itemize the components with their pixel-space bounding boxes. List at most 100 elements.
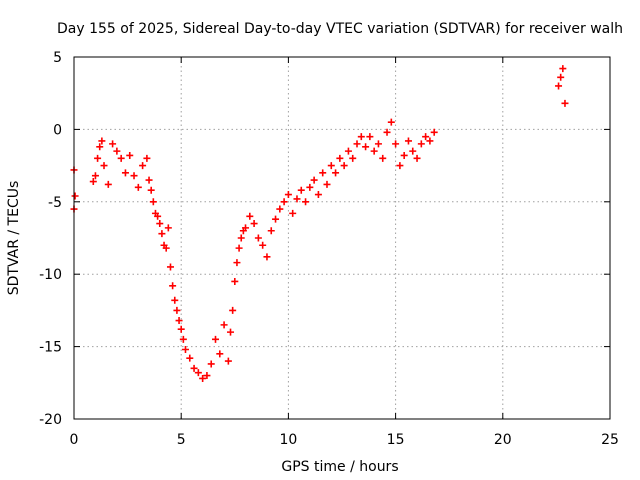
data-point xyxy=(426,137,434,145)
data-point xyxy=(379,154,387,162)
data-point xyxy=(156,220,164,228)
data-point xyxy=(199,374,207,382)
data-point xyxy=(555,82,563,90)
data-point xyxy=(392,140,400,148)
data-point xyxy=(91,172,99,180)
data-point xyxy=(212,335,220,343)
y-tick-label: -5 xyxy=(48,195,62,211)
data-point xyxy=(246,212,254,220)
data-point xyxy=(149,198,157,206)
data-point xyxy=(353,140,361,148)
data-point xyxy=(340,162,348,170)
data-point xyxy=(310,176,318,184)
data-point xyxy=(203,372,211,380)
data-point xyxy=(169,282,177,290)
data-point xyxy=(370,147,378,155)
data-point xyxy=(267,227,275,235)
data-point xyxy=(235,244,243,252)
y-axis-label: SDTVAR / TECUs xyxy=(6,181,22,296)
data-point xyxy=(207,360,215,368)
data-point xyxy=(430,128,438,136)
data-point xyxy=(396,162,404,170)
data-point xyxy=(417,140,425,148)
data-point xyxy=(400,151,408,159)
data-point xyxy=(409,147,417,155)
data-point xyxy=(366,133,374,141)
data-point xyxy=(259,241,267,249)
axis-ticks: 0 5 10 15 20 25 5 0 -5 -10 -15 -20 xyxy=(39,50,619,448)
data-point xyxy=(94,154,102,162)
data-point xyxy=(162,244,170,252)
data-point xyxy=(177,325,185,333)
data-point xyxy=(147,186,155,194)
data-points xyxy=(70,65,569,382)
data-point xyxy=(173,306,181,314)
data-point xyxy=(179,335,187,343)
data-point xyxy=(263,253,271,261)
x-tick-label: 5 xyxy=(177,432,186,448)
data-point xyxy=(229,306,237,314)
data-point xyxy=(100,162,108,170)
grid xyxy=(74,57,610,419)
data-point xyxy=(166,263,174,271)
data-point xyxy=(314,191,322,199)
data-point xyxy=(280,198,288,206)
data-point xyxy=(145,176,153,184)
data-point xyxy=(109,140,117,148)
data-point xyxy=(216,350,224,358)
data-point xyxy=(323,180,331,188)
data-point xyxy=(250,220,258,228)
data-point xyxy=(194,369,202,377)
data-point xyxy=(284,191,292,199)
data-point xyxy=(306,183,314,191)
data-point xyxy=(276,205,284,213)
data-point xyxy=(158,230,166,238)
data-point xyxy=(289,209,297,217)
data-point xyxy=(89,178,97,186)
data-point xyxy=(357,133,365,141)
data-point xyxy=(117,154,125,162)
x-tick-label: 20 xyxy=(494,432,512,448)
data-point xyxy=(181,345,189,353)
data-point xyxy=(332,169,340,177)
x-tick-label: 15 xyxy=(387,432,405,448)
data-point xyxy=(104,180,112,188)
data-point xyxy=(175,317,183,325)
data-point xyxy=(237,234,245,242)
data-point xyxy=(130,172,138,180)
data-point xyxy=(302,198,310,206)
data-point xyxy=(186,354,194,362)
y-tick-label: -20 xyxy=(39,412,62,428)
data-point xyxy=(422,133,430,141)
chart-title: Day 155 of 2025, Sidereal Day-to-day VTE… xyxy=(57,21,623,37)
y-tick-label: 5 xyxy=(53,50,62,66)
data-point xyxy=(362,143,370,151)
data-point xyxy=(293,195,301,203)
data-point xyxy=(272,215,280,223)
data-point xyxy=(113,147,121,155)
data-point xyxy=(557,73,565,81)
plot-frame xyxy=(73,56,611,420)
data-point xyxy=(139,162,147,170)
data-point xyxy=(254,234,262,242)
data-point xyxy=(413,154,421,162)
x-tick-label: 10 xyxy=(279,432,297,448)
data-point xyxy=(224,357,232,365)
data-point xyxy=(143,154,151,162)
data-point xyxy=(233,259,241,267)
y-tick-label: 0 xyxy=(53,122,62,138)
data-point xyxy=(404,137,412,145)
data-point xyxy=(220,321,228,329)
data-point xyxy=(154,212,162,220)
data-point xyxy=(559,65,567,73)
data-point xyxy=(336,154,344,162)
x-axis-label: GPS time / hours xyxy=(281,459,398,475)
data-point xyxy=(231,277,239,285)
data-point xyxy=(349,154,357,162)
data-point xyxy=(327,162,335,170)
data-point xyxy=(164,224,172,232)
data-point xyxy=(387,118,395,126)
data-point xyxy=(71,192,79,200)
data-point xyxy=(98,137,106,145)
